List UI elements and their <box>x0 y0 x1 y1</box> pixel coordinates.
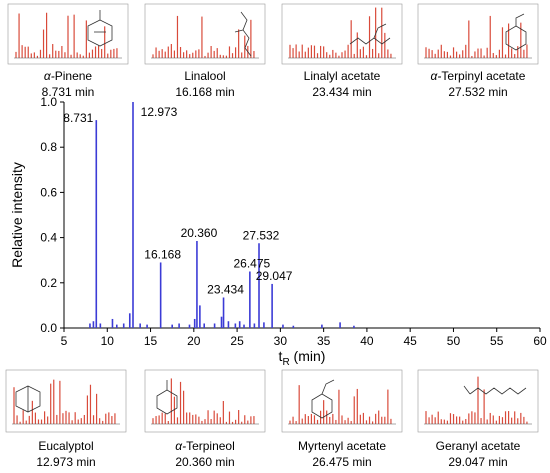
y-ticks: 0.0 0.2 0.4 0.6 0.8 1.0 <box>40 95 64 335</box>
peak-label: 16.168 <box>144 247 181 261</box>
x-tick-label: 30 <box>274 334 288 348</box>
bottom-spectra-row <box>5 369 539 433</box>
structure-sketch <box>15 385 41 413</box>
x-axis-label: tR (min) <box>279 348 326 368</box>
caption-compound: Eucalyptol <box>38 439 93 453</box>
structure-sketch <box>87 10 113 47</box>
spectrum-thumb-alpha-terpinyl-acetate <box>417 3 539 65</box>
structure-sketch <box>349 23 391 45</box>
x-tick-label: 35 <box>317 334 331 348</box>
spectrum-thumb-linalyl-acetate <box>281 3 403 65</box>
y-axis-label: Relative intensity <box>9 162 25 268</box>
structure-sketch <box>311 379 335 419</box>
top-captions: α-Pinene 8.731 min Linalool 16.168 min L… <box>42 69 526 99</box>
caption-compound: α-Terpinyl acetate <box>431 69 526 83</box>
y-tick-label: 0.8 <box>40 140 57 154</box>
spectrum-bars <box>151 15 259 59</box>
caption-time: 20.360 min <box>175 455 234 469</box>
spectrum-thumb-alpha-terpineol <box>144 369 266 433</box>
y-tick-label: 1.0 <box>40 95 57 109</box>
caption-time: 29.047 min <box>448 455 507 469</box>
caption-time: 8.731 min <box>42 85 95 99</box>
spectrum-thumb-alpha-pinene <box>7 3 129 65</box>
x-tick-label: 40 <box>360 334 374 348</box>
peak-label: 27.532 <box>243 228 280 242</box>
spectrum-bars <box>288 7 396 59</box>
caption-time: 27.532 min <box>448 85 507 99</box>
spectrum-bars <box>288 385 396 425</box>
x-tick-label: 50 <box>447 334 461 348</box>
peak-label: 29.047 <box>256 269 293 283</box>
caption-compound: α-Terpineol <box>175 439 235 453</box>
spectrum-thumb-myrtenyl-acetate <box>281 369 403 433</box>
spectrum-thumb-linalool <box>144 3 266 65</box>
x-tick-label: 25 <box>230 334 244 348</box>
x-tick-label: 20 <box>187 334 201 348</box>
caption-time: 26.475 min <box>312 455 371 469</box>
chromatogram-trace <box>89 102 355 328</box>
spectrum-bars <box>424 15 532 59</box>
caption-compound: Geranyl acetate <box>436 439 521 453</box>
spectrum-frame <box>144 3 266 65</box>
x-tick-label: 10 <box>101 334 115 348</box>
caption-time: 16.168 min <box>175 85 234 99</box>
peak-label: 8.731 <box>63 111 93 125</box>
x-tick-label: 45 <box>404 334 418 348</box>
caption-time: 23.434 min <box>312 85 371 99</box>
y-tick-label: 0.6 <box>40 185 57 199</box>
caption-compound: Linalool <box>184 69 225 83</box>
spectrum-bars <box>12 379 120 425</box>
caption-time: 12.973 min <box>36 455 95 469</box>
top-spectra-row <box>7 3 539 65</box>
structure-sketch <box>463 385 527 395</box>
x-tick-label: 15 <box>144 334 158 348</box>
spectrum-thumb-geranyl-acetate <box>417 369 539 433</box>
x-tick-label: 5 <box>61 334 68 348</box>
y-tick-label: 0.2 <box>40 276 57 290</box>
peak-label: 23.434 <box>207 282 244 296</box>
structure-sketch <box>234 11 252 57</box>
caption-compound: Myrtenyl acetate <box>298 439 386 453</box>
caption-compound: α-Pinene <box>44 69 93 83</box>
x-tick-label: 55 <box>490 334 504 348</box>
spectrum-bars <box>424 376 532 425</box>
plot-area: 0.0 0.2 0.4 0.6 0.8 1.0 5 10 15 20 25 30 35 40 45 50 55… <box>9 95 547 368</box>
x-ticks: 5 10 15 20 25 30 35 40 45 50 55 60 <box>61 328 547 348</box>
bottom-captions: Eucalyptol 12.973 min α-Terpineol 20.360… <box>36 439 520 469</box>
peak-label: 26.475 <box>234 257 271 271</box>
peak-label: 12.973 <box>141 105 178 119</box>
spectrum-bars <box>14 12 122 59</box>
structure-sketch <box>505 13 527 51</box>
peak-label: 20.360 <box>181 226 218 240</box>
spectrum-thumb-eucalyptol <box>5 369 127 433</box>
x-tick-label: 60 <box>533 334 547 348</box>
caption-compound: Linalyl acetate <box>304 69 381 83</box>
spectrum-bars <box>151 378 259 425</box>
structure-sketch <box>156 380 178 415</box>
y-tick-label: 0.4 <box>40 231 57 245</box>
y-tick-label: 0.0 <box>40 321 57 335</box>
